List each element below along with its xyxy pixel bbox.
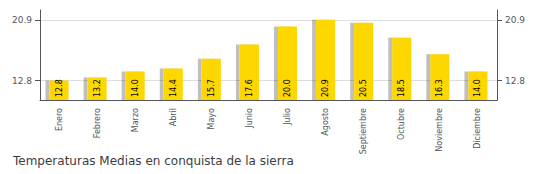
svg-text:Noviembre: Noviembre [435,108,444,152]
svg-text:16.3: 16.3 [435,79,444,97]
svg-text:14.0: 14.0 [473,79,482,97]
svg-text:Marzo: Marzo [131,108,140,132]
svg-text:Abril: Abril [169,108,178,126]
svg-text:Diciembre: Diciembre [473,108,482,149]
svg-text:20.9: 20.9 [12,15,32,25]
svg-text:13.2: 13.2 [93,79,102,97]
svg-text:14.4: 14.4 [169,79,178,97]
svg-text:15.7: 15.7 [207,79,216,97]
svg-text:20.9: 20.9 [321,79,330,97]
svg-text:Septiembre: Septiembre [359,108,368,154]
svg-text:Temperaturas Medias en conquis: Temperaturas Medias en conquista de la s… [12,154,294,168]
svg-text:Junio: Junio [245,108,254,129]
svg-text:Enero: Enero [55,108,64,131]
svg-text:Mayo: Mayo [207,108,216,130]
svg-text:20.0: 20.0 [283,79,292,97]
svg-text:20.5: 20.5 [359,79,368,97]
svg-text:17.6: 17.6 [245,79,254,97]
svg-text:12.8: 12.8 [12,76,32,86]
svg-text:Febrero: Febrero [93,108,102,138]
svg-text:18.5: 18.5 [397,79,406,97]
svg-text:Agosto: Agosto [321,108,330,136]
svg-text:14.0: 14.0 [131,79,140,97]
svg-text:Julio: Julio [283,108,292,126]
svg-text:12.8: 12.8 [505,76,525,86]
svg-text:Octubre: Octubre [397,108,406,140]
svg-text:20.9: 20.9 [505,15,525,25]
svg-text:12.8: 12.8 [55,79,64,97]
